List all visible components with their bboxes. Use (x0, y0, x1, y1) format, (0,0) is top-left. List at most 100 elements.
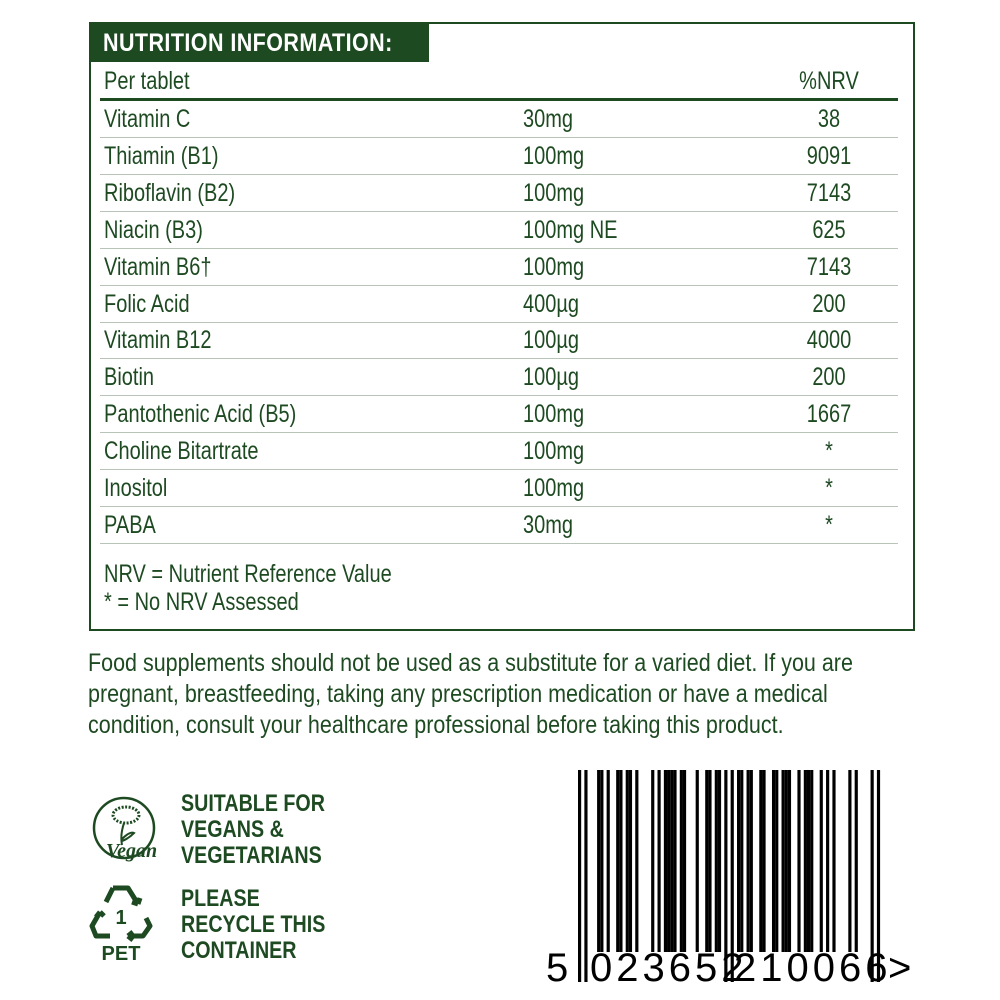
barcode-bar (806, 770, 811, 952)
nutrient-amount: 100mg (523, 252, 585, 281)
nutrient-amount: 400µg (523, 289, 580, 318)
barcode-bar (619, 770, 623, 952)
recycle-code: 1 (115, 907, 126, 929)
barcode-bar (635, 770, 639, 952)
barcode-bar (762, 770, 766, 952)
barcode-bar (578, 770, 582, 982)
nutrient-name: PABA (104, 510, 156, 539)
nutrient-amount: 100mg (523, 400, 585, 429)
nutrient-nrv: * (825, 437, 833, 466)
advisory-text: Food supplements should not be used as a… (88, 649, 853, 739)
vegan-logo-icon: Vegan (92, 796, 157, 862)
vegan-claim: SUITABLE FOR VEGANS & VEGETARIANS (181, 790, 325, 869)
barcode-bar (606, 770, 610, 952)
barcode-bar (826, 770, 830, 952)
nutrient-nrv: 38 (817, 105, 841, 133)
nutrient-nrv: 1667 (806, 400, 852, 429)
barcode-bar (784, 770, 788, 952)
barcode-bar (625, 770, 629, 952)
row-divider (100, 284, 898, 286)
nutrient-amount: 100mg (523, 474, 585, 502)
row-divider (100, 542, 898, 544)
nutrient-amount: 100µg (523, 363, 580, 392)
vegan-logo-text: Vegan (106, 840, 157, 862)
barcode-bar (810, 770, 814, 952)
barcode-right-digits: 210066 (734, 946, 892, 990)
barcode-bar (695, 770, 699, 952)
barcode-bar (657, 770, 661, 952)
nutrient-amount: 100mg (523, 437, 585, 466)
barcode-bar (705, 770, 709, 952)
nutrient-amount: 100mg NE (523, 215, 618, 244)
nutrition-title: NUTRITION INFORMATION: (103, 29, 393, 57)
nutrient-name: Folic Acid (104, 289, 190, 318)
nutrient-nrv: 200 (812, 289, 846, 318)
barcode-bar (787, 770, 792, 952)
nutrient-amount: 30mg (523, 510, 574, 539)
nutrient-nrv: * (825, 510, 833, 539)
barcode-bar (797, 770, 801, 952)
nutrition-panel (89, 22, 915, 631)
nutrient-name: Vitamin C (104, 105, 191, 133)
barcode-first-digit: 5 (546, 946, 569, 990)
barcode-bar (746, 770, 750, 952)
barcode-bar (759, 770, 763, 952)
barcode-bar (628, 770, 633, 952)
nutrient-nrv: 200 (812, 363, 846, 392)
barcode-bar (673, 770, 677, 952)
nutrient-name: Riboflavin (B2) (104, 178, 236, 207)
recycle-material: PET (102, 943, 141, 965)
nutrient-amount: 100mg (523, 141, 585, 170)
row-divider (100, 321, 898, 323)
barcode-bar (663, 770, 668, 952)
row-divider (100, 173, 898, 175)
barcode-bar (832, 770, 836, 952)
recycle-pet-icon: 1 PET (89, 885, 153, 965)
nutrient-name: Vitamin B12 (104, 326, 212, 355)
header-divider (100, 98, 898, 101)
footnote-nrv: NRV = Nutrient Reference Value (104, 560, 392, 588)
barcode-bar (717, 770, 722, 952)
row-divider (100, 506, 898, 507)
nutrient-name: Pantothenic Acid (B5) (104, 400, 297, 429)
barcode-left-digits: 023652 (590, 946, 748, 990)
barcode-bar (870, 770, 874, 982)
barcode-bar (876, 770, 881, 982)
barcode-bar (651, 770, 655, 952)
barcode-bar (679, 770, 683, 952)
barcode (578, 770, 881, 982)
nutrient-amount: 100mg (523, 178, 585, 207)
row-divider (100, 395, 898, 397)
nutrient-name: Biotin (104, 363, 155, 392)
nutrient-nrv: 7143 (806, 178, 852, 207)
barcode-bar (667, 770, 671, 952)
nutrition-title-tab: NUTRITION INFORMATION: (89, 22, 429, 62)
barcode-bar (708, 770, 712, 952)
nutrient-nrv: 7143 (806, 252, 852, 281)
row-divider (100, 432, 898, 434)
row-divider (100, 137, 898, 138)
nutrient-nrv: 625 (812, 215, 846, 244)
footnote-asterisk: * = No NRV Assessed (104, 588, 299, 616)
nutrient-name: Choline Bitartrate (104, 437, 259, 466)
nutrient-amount: 30mg (523, 105, 574, 133)
barcode-bar (597, 770, 601, 952)
row-divider (100, 247, 898, 249)
barcode-bar (600, 770, 604, 952)
nutrient-nrv: 9091 (806, 141, 852, 170)
barcode-bar (724, 770, 728, 982)
barcode-bar (670, 770, 674, 952)
barcode-bar (740, 770, 744, 952)
barcode-bar (848, 770, 852, 952)
barcode-bar (737, 770, 741, 952)
row-divider (100, 469, 898, 471)
barcode-bar (781, 770, 785, 952)
recycle-claim: PLEASE RECYCLE THIS CONTAINER (181, 885, 326, 964)
nutrient-nrv: * (825, 474, 833, 502)
nutrient-name: Niacin (B3) (104, 215, 203, 244)
barcode-bar (730, 770, 734, 982)
barcode-bar (616, 770, 620, 952)
row-divider (100, 358, 898, 360)
barcode-bar (803, 770, 807, 952)
